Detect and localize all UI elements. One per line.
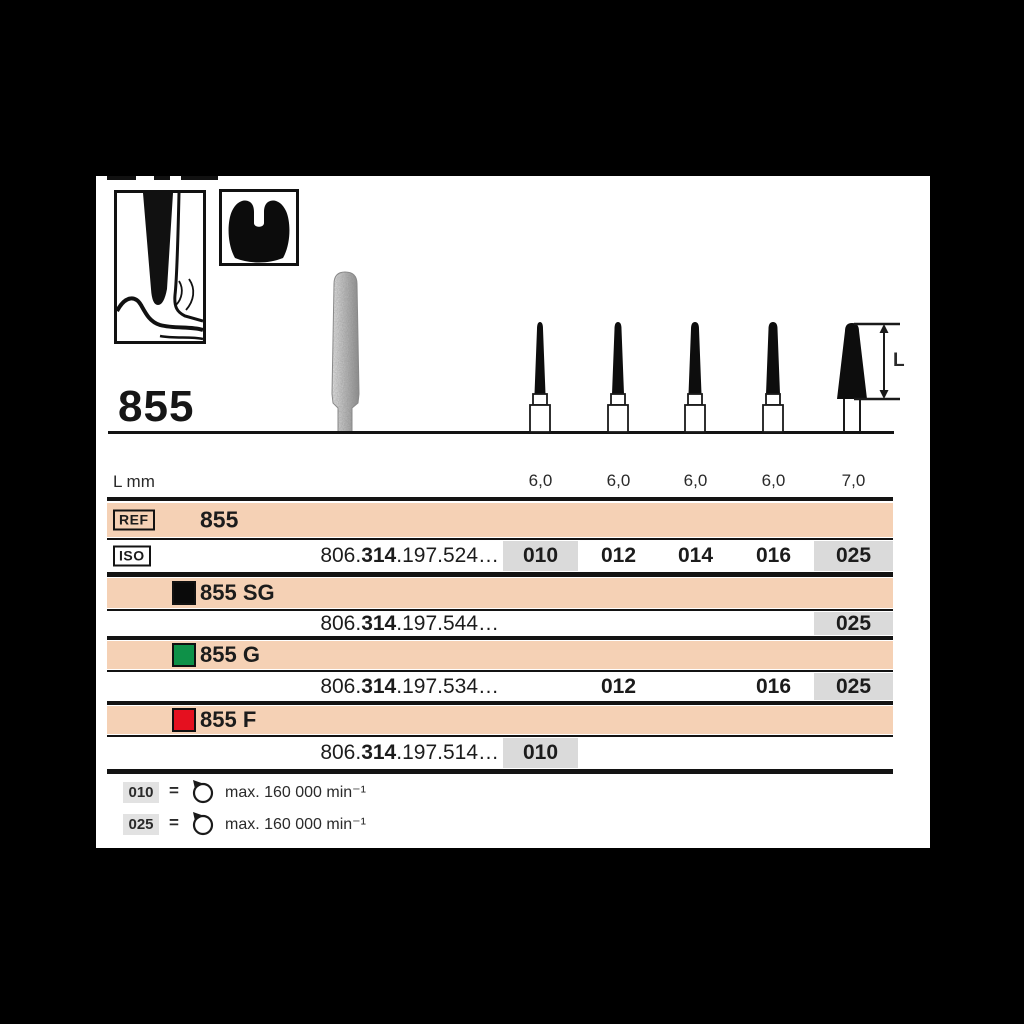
bur-silhouette-014 [684, 322, 706, 433]
iso-number: 806.314.197.524… [247, 544, 499, 568]
size-cell: 016 [755, 674, 792, 698]
shank-length-value: 6,0 [761, 471, 786, 490]
length-dimension-marker [854, 322, 900, 401]
size-cell: 012 [600, 544, 637, 567]
shank-length-value: 6,0 [683, 471, 708, 490]
shank-length-value: 6,0 [606, 471, 631, 490]
max-speed-text: max. 160 000 min⁻¹ [225, 784, 366, 801]
equals-sign: = [169, 781, 179, 800]
iso-row-855f: 806.314.197.514… 010 [107, 738, 893, 768]
iso-chip: ISO [113, 545, 151, 567]
table-rule [107, 572, 893, 577]
baseline-rule [108, 431, 894, 434]
table-rule [107, 670, 893, 672]
table-rule [107, 497, 893, 501]
catalog-content-area: 855 [96, 176, 930, 848]
crop-mark [181, 176, 218, 180]
shank-length-value: 7,0 [841, 471, 866, 490]
bur-silhouette-012 [607, 322, 629, 433]
variant-name: 855 G [200, 642, 260, 667]
table-rule [107, 701, 893, 705]
equals-sign: = [169, 813, 179, 832]
table-rule [107, 769, 893, 774]
size-cell: 025 [814, 673, 893, 700]
iso-number: 806.314.197.534… [247, 675, 499, 699]
iso-bold-segment: 314 [361, 611, 397, 635]
bur-at-margin-icon [115, 192, 204, 341]
rotation-speed-icon [192, 812, 214, 836]
variant-row-855f: 855 F [107, 706, 893, 734]
iso-bold-segment: 314 [361, 741, 397, 764]
legend-size-chip: 025 [123, 814, 159, 835]
speed-legend-row: 025 = max. 160 000 min⁻¹ [107, 812, 607, 838]
iso-row-855g: 806.314.197.534… 012 016 025 [107, 673, 893, 700]
size-cell: 025 [814, 612, 893, 635]
iso-number: 806.314.197.544… [247, 612, 499, 636]
ref-row: REF 855 [107, 503, 893, 537]
diamond-bur-photo [331, 271, 360, 433]
lmm-row-label: L mm [113, 472, 155, 491]
ref-chip: REF [113, 509, 155, 531]
iso-row-855: ISO 806.314.197.524… 010 012 014 016 025 [107, 541, 893, 571]
iso-bold-segment: 314 [361, 544, 397, 567]
table-rule [107, 538, 893, 540]
rotation-speed-icon [192, 780, 214, 804]
size-cell: 016 [755, 544, 792, 567]
variant-row-855g: 855 G [107, 641, 893, 669]
size-cell: 025 [814, 541, 893, 571]
iso-prefix: 806. [320, 741, 362, 764]
bur-silhouette-010 [529, 322, 551, 433]
variant-name: 855 SG [200, 580, 275, 605]
prep-shape-illustration [219, 189, 299, 266]
variant-name: 855 F [200, 707, 257, 732]
crop-mark [154, 176, 170, 180]
size-cell: 010 [503, 738, 578, 768]
table-rule [107, 609, 893, 611]
max-speed-text: max. 160 000 min⁻¹ [225, 816, 366, 833]
iso-row-855sg: 806.314.197.544… 025 [107, 612, 893, 635]
iso-prefix: 806. [320, 611, 362, 635]
table-rule [107, 735, 893, 737]
size-cell: 010 [503, 541, 578, 571]
iso-prefix: 806. [320, 544, 362, 567]
legend-size-chip: 010 [123, 782, 159, 803]
gingival-margin-illustration [114, 190, 206, 344]
bur-silhouette-016 [762, 322, 784, 433]
grit-color-square-green [172, 643, 196, 667]
iso-bold-segment: 314 [361, 674, 397, 698]
page-title: 855 [118, 382, 195, 431]
iso-rest: .197.534… [396, 674, 499, 698]
length-dimension-label: L [893, 350, 905, 371]
iso-rest: .197.544… [396, 611, 499, 635]
speed-legend-row: 010 = max. 160 000 min⁻¹ [107, 780, 607, 806]
size-cell: 012 [600, 674, 637, 698]
grit-color-square-black [172, 581, 196, 605]
iso-number: 806.314.197.514… [247, 741, 499, 765]
iso-rest: .197.524… [396, 544, 499, 567]
table-rule [107, 636, 893, 640]
variant-row-855sg: 855 SG [107, 578, 893, 608]
bur-silhouette-025 [837, 323, 867, 432]
iso-rest: .197.514… [396, 741, 499, 764]
crop-mark [107, 176, 136, 180]
iso-prefix: 806. [320, 674, 362, 698]
ref-value: 855 [200, 506, 239, 533]
grit-color-square-red [172, 708, 196, 732]
size-cell: 014 [677, 544, 714, 567]
shank-length-value: 6,0 [528, 471, 553, 490]
prep-shape-icon [228, 200, 290, 263]
